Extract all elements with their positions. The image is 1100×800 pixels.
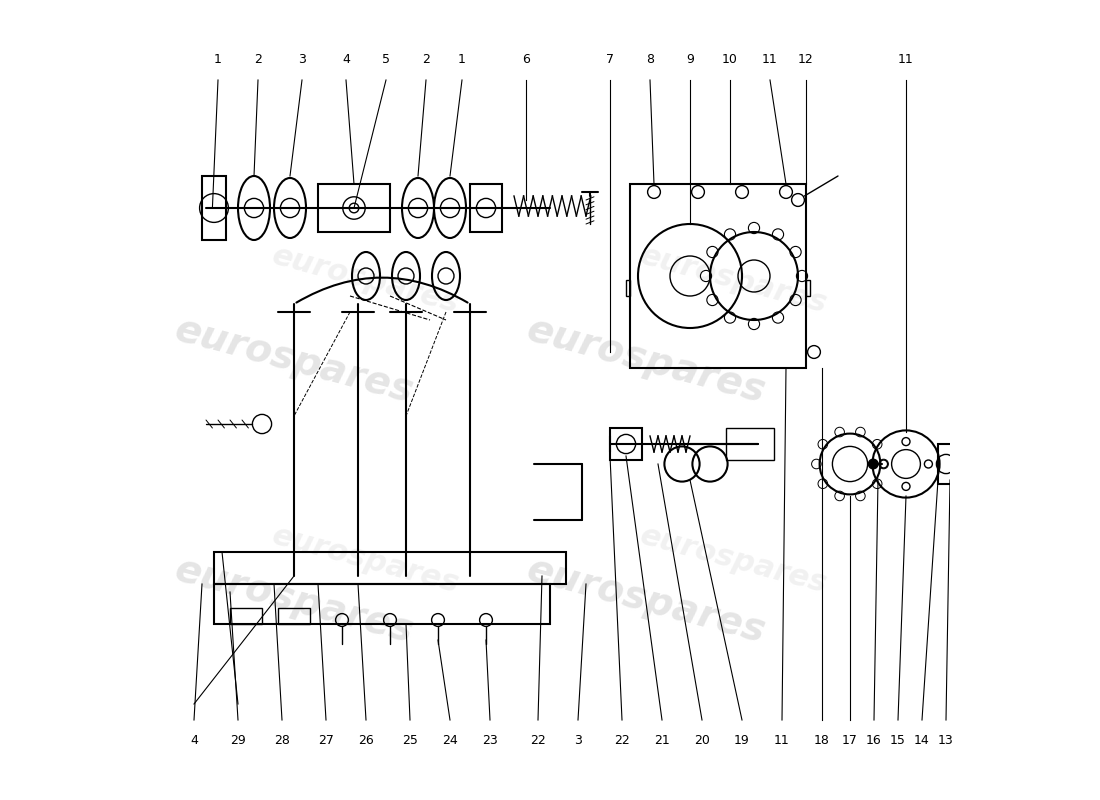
Text: 6: 6 [522, 53, 530, 66]
Text: eurospares: eurospares [637, 521, 830, 599]
Text: 28: 28 [274, 734, 290, 747]
Text: 1: 1 [458, 53, 466, 66]
Text: 20: 20 [694, 734, 710, 747]
Text: 11: 11 [774, 734, 790, 747]
Text: 8: 8 [646, 53, 654, 66]
Text: eurospares: eurospares [170, 310, 418, 410]
Text: 1: 1 [214, 53, 222, 66]
Text: 3: 3 [298, 53, 306, 66]
Text: eurospares: eurospares [637, 241, 830, 319]
Text: 2: 2 [422, 53, 430, 66]
Text: 17: 17 [843, 734, 858, 747]
Text: 15: 15 [890, 734, 906, 747]
Text: 21: 21 [654, 734, 670, 747]
Text: 2: 2 [254, 53, 262, 66]
Text: eurospares: eurospares [522, 310, 770, 410]
Text: 4: 4 [342, 53, 350, 66]
Text: 13: 13 [938, 734, 954, 747]
Text: 26: 26 [359, 734, 374, 747]
Text: 14: 14 [914, 734, 929, 747]
Text: 22: 22 [614, 734, 630, 747]
Text: 19: 19 [734, 734, 750, 747]
Text: 3: 3 [574, 734, 582, 747]
Text: 24: 24 [442, 734, 458, 747]
Text: 25: 25 [403, 734, 418, 747]
Text: 29: 29 [230, 734, 246, 747]
Text: eurospares: eurospares [170, 550, 418, 650]
Circle shape [868, 459, 878, 469]
Text: 22: 22 [530, 734, 546, 747]
Text: eurospares: eurospares [270, 241, 463, 319]
Text: eurospares: eurospares [270, 521, 463, 599]
Text: 16: 16 [866, 734, 882, 747]
Text: 10: 10 [722, 53, 738, 66]
Text: 4: 4 [190, 734, 198, 747]
Text: 9: 9 [686, 53, 694, 66]
Text: 23: 23 [482, 734, 498, 747]
Text: 5: 5 [382, 53, 390, 66]
Text: 11: 11 [898, 53, 914, 66]
Text: 27: 27 [318, 734, 334, 747]
Text: 7: 7 [606, 53, 614, 66]
Text: 18: 18 [814, 734, 829, 747]
Text: eurospares: eurospares [522, 550, 770, 650]
Text: 12: 12 [799, 53, 814, 66]
Text: 11: 11 [762, 53, 778, 66]
